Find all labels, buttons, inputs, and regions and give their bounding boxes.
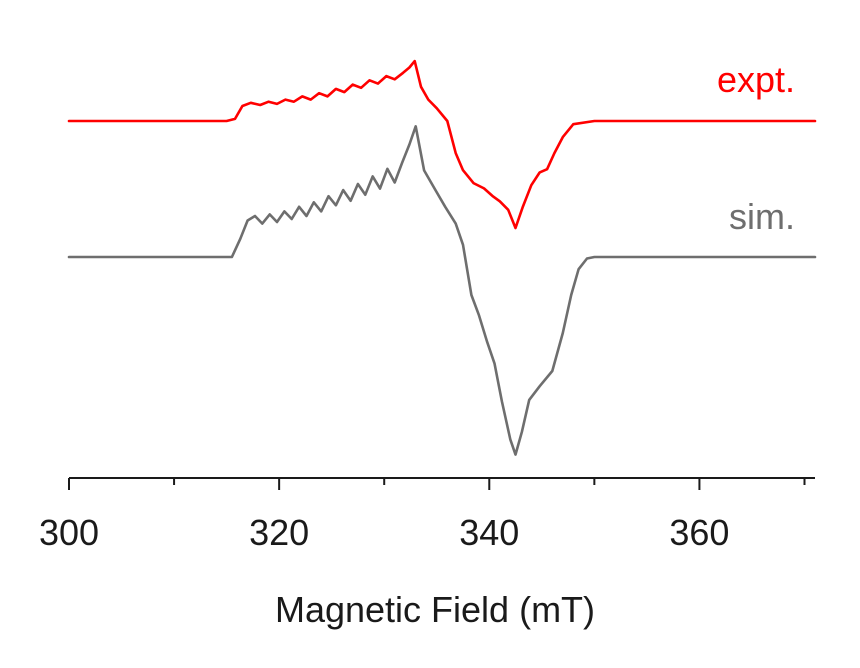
traces-group: [67, 59, 817, 456]
x-tick-label: 300: [39, 512, 99, 553]
x-axis-title: Magnetic Field (mT): [275, 589, 595, 630]
series-line-sim: [67, 125, 817, 456]
x-axis: 300 320 340 360: [39, 477, 815, 553]
series-labels-group: expt. sim.: [717, 59, 795, 237]
series-label-sim: sim.: [729, 196, 795, 237]
x-tick-label: 320: [249, 512, 309, 553]
series-line-expt: [67, 59, 817, 230]
x-tick-label: 340: [459, 512, 519, 553]
series-label-expt: expt.: [717, 59, 795, 100]
x-tick-label: 360: [669, 512, 729, 553]
